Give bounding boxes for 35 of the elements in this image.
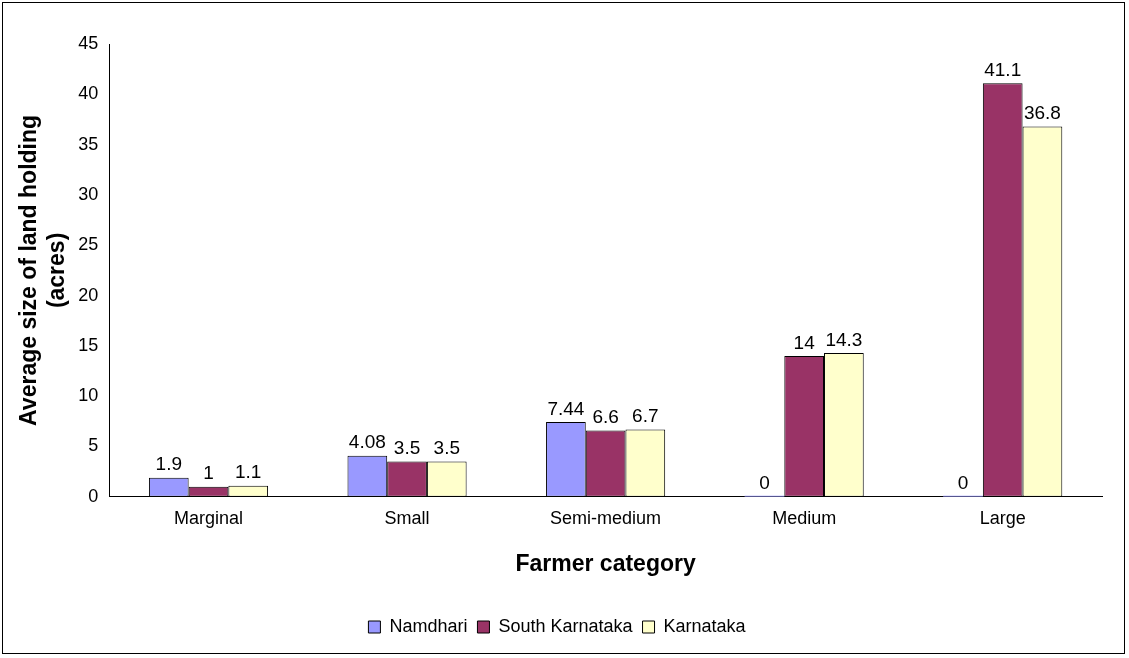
x-tick-label: Large — [979, 507, 1026, 528]
y-tick-label: 10 — [78, 385, 99, 406]
legend-label: Karnataka — [663, 615, 747, 636]
data-label: 1.1 — [235, 461, 262, 483]
y-tick-label: 0 — [88, 485, 99, 506]
x-tick-label: Small — [384, 507, 430, 528]
y-tick-label: 20 — [78, 284, 99, 305]
x-tick-label: Medium — [772, 507, 837, 528]
data-label: 0 — [957, 471, 969, 493]
data-label: 41.1 — [984, 58, 1022, 80]
data-label: 4.08 — [348, 431, 386, 453]
data-label: 6.6 — [592, 406, 619, 428]
y-tick-label: 35 — [78, 133, 99, 154]
y-tick-label: 40 — [78, 83, 99, 104]
legend-label: Namdhari — [389, 615, 468, 636]
data-label: 14.3 — [825, 328, 863, 350]
y-tick-label: 25 — [78, 234, 99, 255]
y-tick-label: 45 — [78, 32, 99, 53]
y-tick-label: 30 — [78, 183, 99, 204]
x-axis-title: Farmer category — [515, 549, 696, 576]
x-tick-label: Marginal — [173, 507, 244, 528]
legend-label: South Karnataka — [498, 615, 634, 636]
data-label: 14 — [793, 331, 816, 353]
x-tick-label: Semi-medium — [550, 507, 662, 528]
data-label: 1 — [203, 462, 214, 484]
data-label: 0 — [759, 471, 770, 493]
data-label: 3.5 — [433, 437, 460, 459]
data-label: 6.7 — [632, 405, 659, 427]
data-label: 36.8 — [1023, 102, 1061, 124]
y-axis-title: Average size of land holding (acres) — [15, 114, 69, 426]
data-label: 1.9 — [155, 453, 182, 475]
y-tick-label: 5 — [88, 435, 99, 456]
data-label: 3.5 — [393, 437, 421, 459]
data-label: 7.44 — [547, 397, 585, 419]
y-tick-label: 15 — [78, 334, 99, 355]
